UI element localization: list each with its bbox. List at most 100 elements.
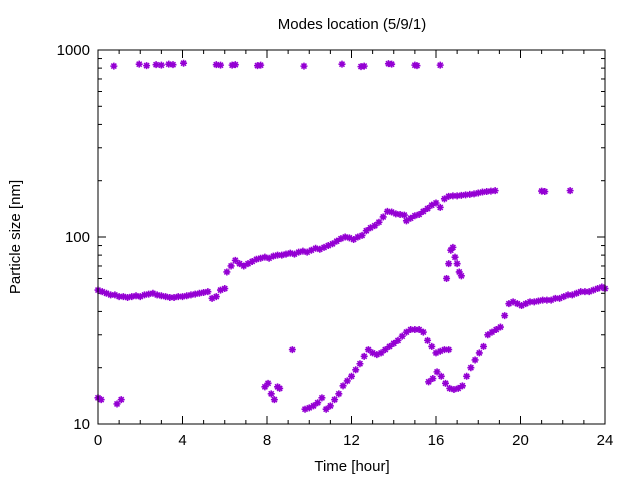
data-point xyxy=(474,189,482,197)
data-point xyxy=(402,217,410,225)
data-point xyxy=(136,293,144,301)
data-point xyxy=(457,191,465,199)
data-point xyxy=(124,293,132,301)
data-point xyxy=(488,328,496,336)
data-point xyxy=(383,207,391,215)
data-point xyxy=(252,255,260,263)
data-point xyxy=(117,396,125,404)
data-point xyxy=(475,349,483,357)
data-point xyxy=(411,212,419,220)
data-point xyxy=(530,298,538,306)
data-point xyxy=(419,207,427,215)
data-point xyxy=(276,384,284,392)
data-point xyxy=(115,293,123,301)
data-point xyxy=(453,192,461,200)
data-point xyxy=(598,283,606,291)
x-tick-label: 0 xyxy=(94,432,102,449)
data-point xyxy=(307,246,315,254)
data-point xyxy=(269,252,277,260)
data-point xyxy=(333,237,341,245)
data-point xyxy=(204,288,212,296)
data-point xyxy=(454,384,462,392)
data-point xyxy=(451,253,459,261)
data-point xyxy=(162,293,170,301)
data-point xyxy=(392,210,400,218)
data-point xyxy=(572,289,580,297)
data-point xyxy=(526,298,534,306)
data-point xyxy=(227,262,235,270)
data-point xyxy=(445,192,453,200)
data-point xyxy=(462,191,470,199)
data-point xyxy=(257,254,265,262)
data-point xyxy=(428,201,436,209)
data-point xyxy=(110,62,118,70)
data-point xyxy=(356,360,364,368)
data-points xyxy=(94,59,609,413)
y-tick-label: 100 xyxy=(65,229,90,246)
data-point xyxy=(390,339,398,347)
data-point xyxy=(261,383,269,391)
data-point xyxy=(453,260,461,268)
data-point xyxy=(518,302,526,310)
data-point xyxy=(411,326,419,334)
data-point xyxy=(149,289,157,297)
data-point xyxy=(270,396,278,404)
data-point xyxy=(102,289,110,297)
data-point xyxy=(429,375,437,383)
x-tick-label: 4 xyxy=(178,432,186,449)
data-point xyxy=(492,326,500,334)
data-point xyxy=(231,61,239,69)
data-point xyxy=(300,62,308,70)
data-point xyxy=(396,210,404,218)
data-point xyxy=(433,368,441,376)
data-point xyxy=(183,292,191,300)
data-point xyxy=(166,293,174,301)
data-point xyxy=(240,262,248,270)
data-point xyxy=(174,293,182,301)
data-point xyxy=(415,326,423,334)
data-point xyxy=(221,285,229,293)
data-point xyxy=(577,288,585,296)
data-point xyxy=(400,211,408,219)
data-point xyxy=(360,352,368,360)
data-point xyxy=(367,224,375,232)
data-point xyxy=(152,61,160,69)
data-point xyxy=(316,245,324,253)
data-point xyxy=(200,288,208,296)
data-point xyxy=(180,59,188,67)
data-point xyxy=(471,356,479,364)
data-point xyxy=(354,233,362,241)
data-point xyxy=(407,326,415,334)
data-point xyxy=(257,61,265,69)
data-point xyxy=(97,396,105,404)
data-point xyxy=(467,364,475,372)
data-point xyxy=(534,297,542,305)
data-point xyxy=(305,404,313,412)
data-point xyxy=(113,400,121,408)
data-point xyxy=(324,242,332,250)
data-point xyxy=(398,332,406,340)
data-point xyxy=(128,293,136,301)
data-point xyxy=(560,293,568,301)
data-point xyxy=(522,300,530,308)
data-point xyxy=(107,291,115,299)
data-point xyxy=(424,205,432,213)
data-point xyxy=(157,61,165,69)
y-tick-label: 1000 xyxy=(57,42,90,59)
data-point xyxy=(236,260,244,268)
data-point xyxy=(358,231,366,239)
data-point xyxy=(223,268,231,276)
data-point xyxy=(446,384,454,392)
data-point xyxy=(339,382,347,390)
data-point xyxy=(331,396,339,404)
data-point xyxy=(261,253,269,261)
data-point xyxy=(501,312,509,320)
data-point xyxy=(539,296,547,304)
data-point xyxy=(457,272,465,280)
data-point xyxy=(217,286,225,294)
data-point xyxy=(187,291,195,299)
data-point xyxy=(483,188,491,196)
data-point xyxy=(413,62,421,70)
data-point xyxy=(350,235,358,243)
data-point xyxy=(217,61,225,69)
